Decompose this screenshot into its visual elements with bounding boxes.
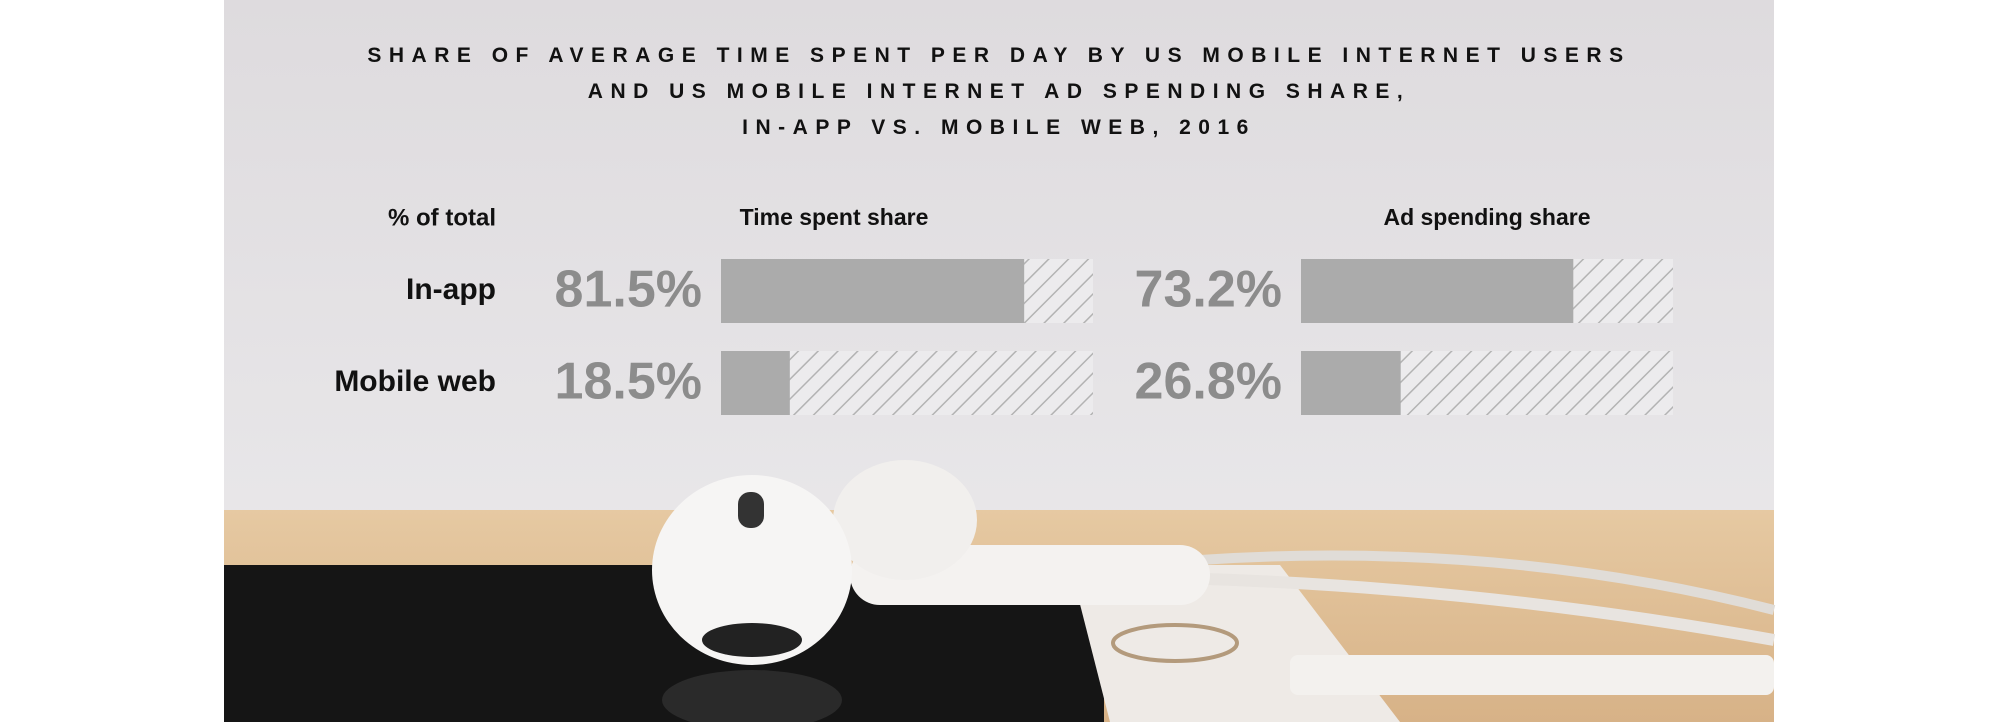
category-label: In-app: [406, 273, 496, 306]
bar: [1301, 351, 1401, 415]
bar: [721, 351, 790, 415]
value-label: 73.2%: [1135, 261, 1282, 319]
series-header: Time spent share: [740, 204, 929, 230]
axis-label: % of total: [388, 204, 496, 231]
chart-title: SHARE OF AVERAGE TIME SPENT PER DAY BY U…: [367, 44, 1631, 139]
bar: [1301, 259, 1574, 323]
bar: [721, 259, 1025, 323]
value-label: 26.8%: [1135, 353, 1282, 411]
series-header: Ad spending share: [1383, 204, 1590, 230]
value-label: 18.5%: [555, 353, 702, 411]
category-label: Mobile web: [334, 365, 496, 398]
value-label: 81.5%: [555, 261, 702, 319]
